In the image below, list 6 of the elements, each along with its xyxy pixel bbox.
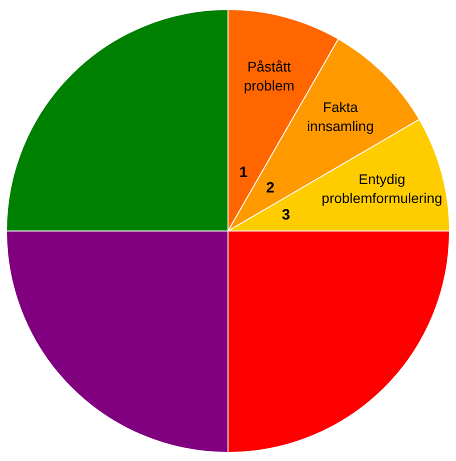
slice-label: Påstått problem	[244, 58, 294, 94]
text: 2	[266, 180, 274, 197]
slice-label: Entydig problemformulering	[322, 170, 442, 206]
slice-label: Fakta innsamling	[306, 99, 374, 134]
text: 3	[282, 206, 290, 224]
text: 1	[239, 164, 248, 182]
